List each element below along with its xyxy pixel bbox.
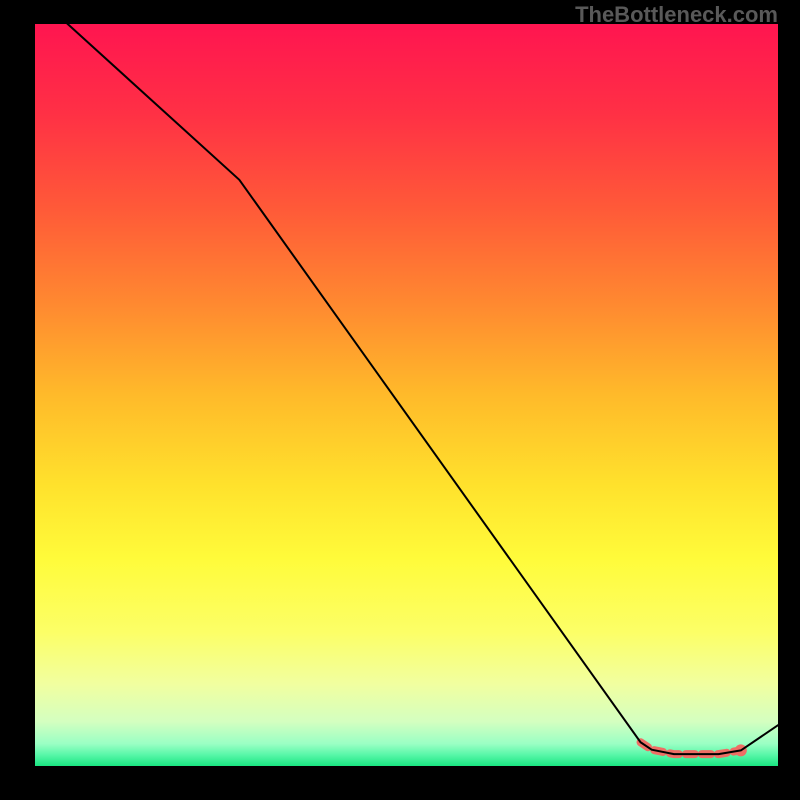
main-line bbox=[35, 24, 778, 754]
chart-overlay bbox=[35, 24, 778, 766]
plot-area bbox=[35, 24, 778, 766]
bottleneck-chart: TheBottleneck.com bbox=[0, 0, 800, 800]
